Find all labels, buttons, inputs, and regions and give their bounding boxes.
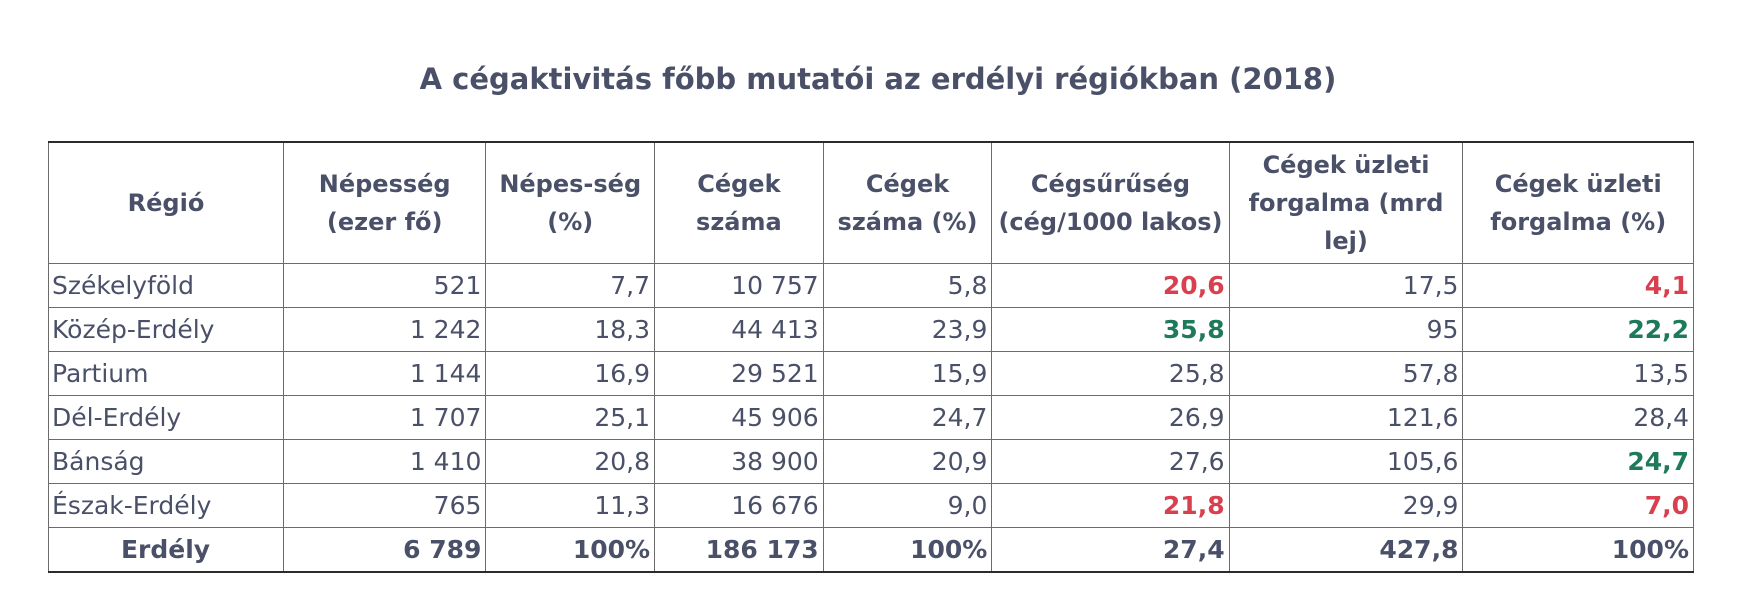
cell-population-pct: 16,9 xyxy=(485,351,656,396)
total-region: Erdély xyxy=(48,527,284,573)
table-row: Partium 1 144 16,9 29 521 15,9 25,8 57,8… xyxy=(48,351,1694,396)
header-population: Népesség (ezer fő) xyxy=(282,141,487,264)
cell-companies: 45 906 xyxy=(654,395,824,440)
cell-turnover-pct: 7,0 xyxy=(1462,483,1694,528)
header-region: Régió xyxy=(48,141,284,264)
header-row: Régió Népesség (ezer fő) Népes-ség (%) C… xyxy=(48,141,1694,264)
cell-turnover: 105,6 xyxy=(1228,439,1464,484)
cell-population-pct: 11,3 xyxy=(485,483,656,528)
cell-companies-pct: 20,9 xyxy=(822,439,993,484)
cell-companies: 38 900 xyxy=(654,439,824,484)
cell-region: Észak-Erdély xyxy=(48,483,284,528)
cell-population-pct: 7,7 xyxy=(485,263,656,308)
cell-company-density: 26,9 xyxy=(991,395,1230,440)
cell-region: Dél-Erdély xyxy=(48,395,284,440)
cell-turnover-pct: 28,4 xyxy=(1462,395,1694,440)
cell-turnover-pct: 13,5 xyxy=(1462,351,1694,396)
cell-turnover-pct: 22,2 xyxy=(1462,307,1694,352)
cell-company-density: 21,8 xyxy=(991,483,1230,528)
table-row: Közép-Erdély 1 242 18,3 44 413 23,9 35,8… xyxy=(48,307,1694,352)
cell-turnover: 121,6 xyxy=(1228,395,1464,440)
cell-companies-pct: 24,7 xyxy=(822,395,993,440)
cell-company-density: 25,8 xyxy=(991,351,1230,396)
data-table: Régió Népesség (ezer fő) Népes-ség (%) C… xyxy=(48,141,1694,573)
cell-companies-pct: 9,0 xyxy=(822,483,993,528)
cell-region: Közép-Erdély xyxy=(48,307,284,352)
cell-turnover-pct: 4,1 xyxy=(1462,263,1694,308)
cell-company-density: 35,8 xyxy=(991,307,1230,352)
cell-population: 1 144 xyxy=(282,351,487,396)
cell-company-density: 27,6 xyxy=(991,439,1230,484)
table-title: A cégaktivitás főbb mutatói az erdélyi r… xyxy=(419,62,1337,96)
cell-company-density: 20,6 xyxy=(991,263,1230,308)
header-turnover: Cégek üzleti forgalma (mrd lej) xyxy=(1228,141,1464,264)
table-row: Észak-Erdély 765 11,3 16 676 9,0 21,8 29… xyxy=(48,483,1694,528)
total-companies-pct: 100% xyxy=(822,527,993,573)
header-population-pct: Népes-ség (%) xyxy=(485,141,656,264)
cell-population: 1 707 xyxy=(282,395,487,440)
total-row: Erdély 6 789 100% 186 173 100% 27,4 427,… xyxy=(48,527,1694,573)
cell-companies-pct: 5,8 xyxy=(822,263,993,308)
header-companies: Cégek száma xyxy=(654,141,824,264)
cell-companies-pct: 23,9 xyxy=(822,307,993,352)
header-company-density: Cégsűrűség (cég/1000 lakos) xyxy=(991,141,1230,264)
cell-companies: 10 757 xyxy=(654,263,824,308)
cell-companies-pct: 15,9 xyxy=(822,351,993,396)
total-turnover-pct: 100% xyxy=(1462,527,1694,573)
cell-region: Partium xyxy=(48,351,284,396)
cell-turnover: 95 xyxy=(1228,307,1464,352)
total-turnover: 427,8 xyxy=(1228,527,1464,573)
cell-region: Székelyföld xyxy=(48,263,284,308)
table-row: Székelyföld 521 7,7 10 757 5,8 20,6 17,5… xyxy=(48,263,1694,308)
cell-region: Bánság xyxy=(48,439,284,484)
total-population: 6 789 xyxy=(282,527,487,573)
cell-turnover: 29,9 xyxy=(1228,483,1464,528)
total-company-density: 27,4 xyxy=(991,527,1230,573)
total-companies: 186 173 xyxy=(654,527,824,573)
header-companies-pct: Cégek száma (%) xyxy=(822,141,993,264)
cell-population-pct: 18,3 xyxy=(485,307,656,352)
table-row: Dél-Erdély 1 707 25,1 45 906 24,7 26,9 1… xyxy=(48,395,1694,440)
cell-population-pct: 25,1 xyxy=(485,395,656,440)
cell-population: 521 xyxy=(282,263,487,308)
cell-companies: 44 413 xyxy=(654,307,824,352)
header-turnover-pct: Cégek üzleti forgalma (%) xyxy=(1462,141,1694,264)
table-row: Bánság 1 410 20,8 38 900 20,9 27,6 105,6… xyxy=(48,439,1694,484)
cell-companies: 16 676 xyxy=(654,483,824,528)
cell-turnover: 17,5 xyxy=(1228,263,1464,308)
cell-companies: 29 521 xyxy=(654,351,824,396)
cell-population: 1 410 xyxy=(282,439,487,484)
total-population-pct: 100% xyxy=(485,527,656,573)
cell-population-pct: 20,8 xyxy=(485,439,656,484)
cell-population: 765 xyxy=(282,483,487,528)
cell-turnover-pct: 24,7 xyxy=(1462,439,1694,484)
cell-turnover: 57,8 xyxy=(1228,351,1464,396)
cell-population: 1 242 xyxy=(282,307,487,352)
